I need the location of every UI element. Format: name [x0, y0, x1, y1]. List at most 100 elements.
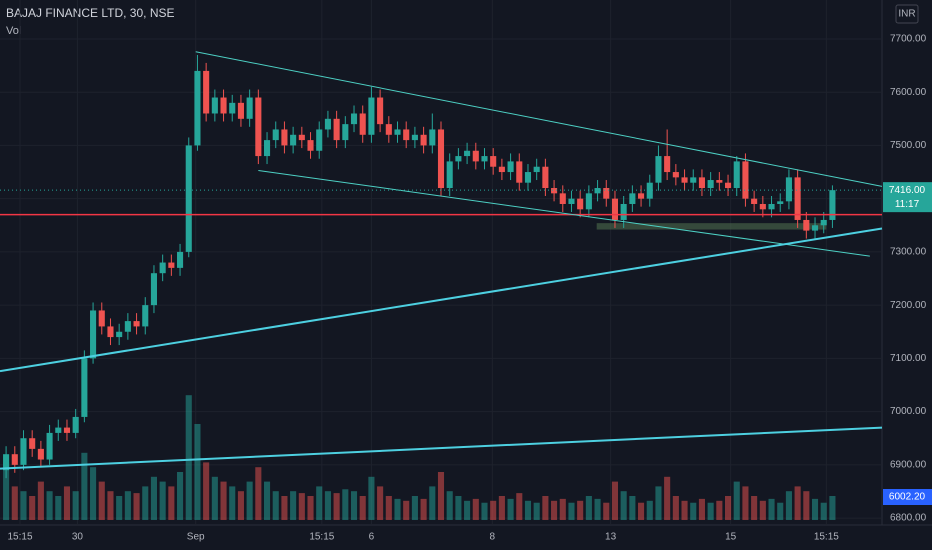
candle-body: [159, 262, 166, 274]
volume-bar: [237, 491, 244, 520]
volume-bar: [646, 500, 653, 520]
candle-body: [811, 225, 819, 231]
candle-body: [603, 188, 610, 199]
volume-bar: [3, 462, 10, 520]
candle-body: [281, 129, 288, 146]
volume-bar: [785, 491, 792, 520]
candle-body: [524, 172, 532, 183]
volume-bar: [55, 496, 62, 520]
candle-body: [394, 129, 401, 135]
candle-body: [237, 102, 244, 119]
volume-bar: [298, 493, 305, 520]
volume-bar: [829, 496, 836, 520]
currency-box[interactable]: [895, 4, 919, 24]
y-tick-label: 7100.00: [890, 353, 927, 364]
volume-bar: [411, 496, 418, 520]
volume-bar: [420, 498, 427, 520]
candle-body: [333, 118, 340, 141]
volume-bar: [672, 496, 679, 520]
volume-bar: [29, 496, 36, 520]
candle-body: [220, 97, 227, 114]
volume-bar: [690, 502, 697, 520]
volume-bar: [524, 500, 532, 520]
candle-body: [368, 97, 375, 135]
volume-bar: [768, 498, 775, 520]
volume-bar: [359, 496, 366, 520]
candle-body: [307, 140, 314, 151]
candle-body: [751, 198, 758, 204]
candle-body: [724, 182, 732, 189]
volume-bar: [681, 500, 688, 520]
candle-body: [568, 198, 575, 204]
candle-body: [507, 161, 514, 173]
volume-bar: [90, 467, 97, 520]
candle-body: [655, 156, 662, 183]
x-tick-label: 15:15: [7, 532, 32, 543]
volume-bar: [698, 498, 705, 520]
volume-bar: [638, 502, 645, 520]
volume-bar: [820, 502, 827, 520]
candle-body: [820, 219, 827, 226]
volume-bar: [46, 491, 53, 520]
y-tick-label: 6800.00: [890, 513, 927, 524]
volume-bar: [133, 493, 140, 520]
volume-bar: [516, 493, 523, 520]
candle-body: [98, 310, 105, 327]
candle-body: [681, 177, 688, 183]
volume-bar: [472, 498, 479, 520]
volume-bar: [498, 496, 505, 520]
candle-body: [472, 150, 479, 162]
volume-bar: [394, 498, 401, 520]
candle-body: [81, 358, 88, 417]
candle-body: [777, 201, 784, 204]
volume-bar: [629, 496, 636, 520]
candle-body: [794, 177, 801, 220]
volume-bar: [533, 502, 540, 520]
candle-body: [342, 124, 349, 141]
volume-bar: [377, 486, 384, 520]
x-tick-label: 15: [725, 532, 737, 543]
volume-bar: [333, 493, 340, 520]
candle-body: [516, 161, 523, 183]
volume-bar: [20, 491, 27, 520]
volume-bar: [551, 500, 558, 520]
candle-body: [455, 156, 462, 162]
volume-bar: [203, 462, 210, 520]
chart-title: BAJAJ FINANCE LTD, 30, NSE: [6, 6, 175, 20]
candle-body: [594, 188, 601, 194]
candle-body: [638, 193, 645, 199]
volume-bar: [229, 486, 236, 520]
candle-body: [246, 97, 253, 119]
volume-bar: [368, 476, 375, 520]
volume-bar: [385, 496, 392, 520]
y-tick-label: 6900.00: [890, 459, 927, 470]
volume-bar: [707, 502, 714, 520]
volume-bar: [37, 481, 44, 520]
volume-bar: [455, 496, 462, 520]
volume-bar: [664, 476, 671, 520]
volume-bar: [777, 502, 784, 520]
candle-body: [324, 118, 331, 130]
candle-body: [585, 193, 592, 210]
volume-bar: [437, 472, 445, 520]
candle-body: [116, 331, 123, 338]
candle-body: [20, 438, 27, 465]
candle-body: [759, 203, 766, 210]
x-tick-label: 15:15: [309, 532, 334, 543]
candle-body: [464, 150, 471, 157]
currency[interactable]: INR: [898, 9, 915, 20]
candle-body: [359, 113, 366, 135]
x-tick-label: 30: [72, 532, 84, 543]
candle-body: [429, 129, 436, 146]
candle-body: [177, 251, 184, 268]
trend-line: [258, 169, 870, 257]
candle-body: [646, 182, 653, 199]
volume-bar: [350, 491, 358, 520]
volume-bar: [290, 491, 297, 520]
volume-bar: [603, 502, 610, 520]
y-tick-label: 7700.00: [890, 34, 927, 45]
volume-bar: [142, 486, 149, 520]
volume-bar: [316, 486, 323, 520]
candle-body: [733, 161, 740, 189]
